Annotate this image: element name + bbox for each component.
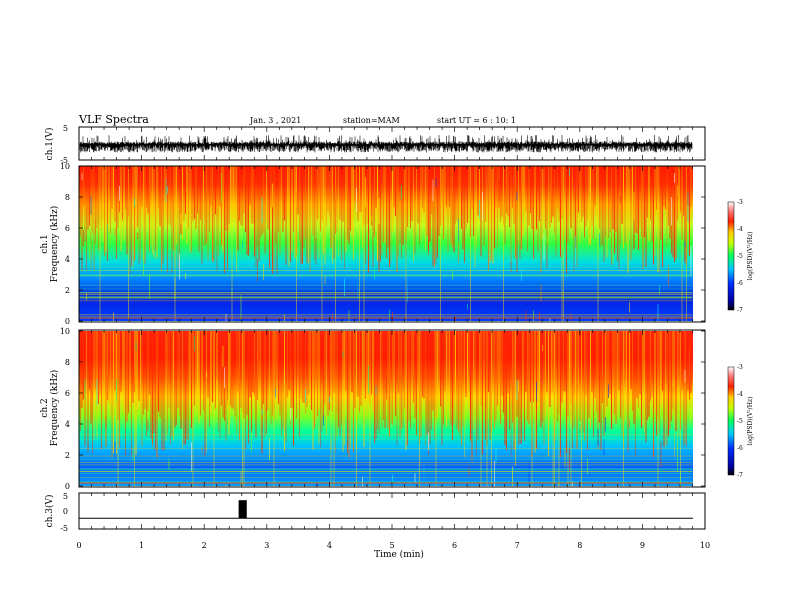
x-tick-label: 0: [76, 541, 81, 550]
y-tick-label: 0: [65, 317, 70, 326]
x-tick-label: 3: [264, 541, 269, 550]
colorbar-tick-label: -5: [737, 253, 743, 260]
x-tick-label: 5: [389, 541, 394, 550]
x-tick-label: 7: [515, 541, 520, 550]
x-axis-label: Time (min): [374, 549, 424, 560]
colorbar-tick-label: -4: [737, 226, 743, 233]
y-tick-label: 4: [65, 255, 70, 264]
ch1-waveform-trace: [79, 134, 693, 153]
ch3-ytick-top: 5: [63, 492, 68, 501]
ch2-spectrogram-yticklabels: 0 2 4 6 8 10: [60, 327, 705, 491]
y-tick-label: 8: [65, 358, 70, 367]
x-tick-label: 1: [139, 541, 144, 550]
ch3-frame: [78, 492, 706, 530]
x-tick-label: 9: [640, 541, 645, 550]
x-tick-label: 10: [700, 541, 710, 550]
ch1-colorbar-label: log(PSD)(V²/Hz): [747, 232, 754, 281]
colorbar-tick-label: -3: [737, 199, 743, 206]
ch3-ytick-bottom: -5: [60, 524, 68, 533]
ch1-colorbar: -3 -4 -5 -6 -7 log(PSD)(V²/Hz): [727, 199, 754, 314]
ch2-colorbar: -3 -4 -5 -6 -7 log(PSD)(V²/Hz): [727, 364, 754, 479]
ch1-ytick-top: 5: [63, 124, 68, 133]
ch2-colorbar-label: log(PSD)(V²/Hz): [747, 397, 754, 446]
ch2-spectrogram-ticks: [78, 330, 706, 487]
y-tick-label: 8: [65, 193, 70, 202]
header-station: station=MAM: [343, 116, 400, 125]
y-tick-label: 10: [60, 327, 70, 336]
ch1-spectrogram-ticks: [78, 166, 706, 322]
ch2-colorbar-gradient: [727, 366, 735, 476]
y-tick-label: 4: [65, 420, 70, 429]
header-date: Jan. 3 , 2021: [249, 116, 301, 125]
x-tick-label: 8: [577, 541, 582, 550]
ch3-pulse-mark: [238, 500, 247, 519]
ch2-spectrogram-ylabel: Frequency (kHz): [49, 370, 60, 447]
ch1-waveform-ticks: [78, 127, 706, 160]
y-tick-label: 2: [65, 451, 70, 460]
colorbar-tick-label: -7: [737, 472, 743, 479]
ch2-colorbar-ticklabels: -3 -4 -5 -6 -7: [737, 364, 743, 479]
x-axis-ticklabels: 0 1 2 3 4 5 6 7 8 9 10: [76, 541, 710, 550]
ch1-spectrogram-yticklabels: 0 2 4 6 8 10: [60, 162, 705, 326]
x-tick-label: 6: [452, 541, 457, 550]
x-tick-label: 2: [202, 541, 207, 550]
colorbar-tick-label: -6: [737, 280, 743, 287]
ch3-ticks: [78, 493, 706, 529]
ch2-spectrogram-channel-label: ch.2: [40, 398, 50, 417]
ch1-waveform-ylabel: ch.1(V): [44, 128, 55, 161]
ch1-spectrogram-streaks: [79, 166, 692, 321]
ch1-spectrogram-lines: [79, 266, 693, 319]
colorbar-tick-label: -6: [737, 445, 743, 452]
y-tick-label: 6: [65, 224, 70, 233]
y-tick-label: 10: [60, 162, 70, 171]
ch1-spectrogram-ylabel: Frequency (kHz): [49, 206, 60, 283]
ch1-waveform-panel: 5 -5 ch.1(V): [44, 124, 706, 165]
y-tick-label: 0: [65, 482, 70, 491]
ch3-ytick-mid: 0: [63, 507, 68, 516]
x-tick-label: 4: [327, 541, 332, 550]
y-tick-label: 6: [65, 389, 70, 398]
ch3-ylabel: ch.3(V): [44, 495, 55, 528]
ch1-colorbar-ticklabels: -3 -4 -5 -6 -7: [737, 199, 743, 314]
ch2-spectrogram-streaks: [79, 331, 692, 486]
ch3-panel: 5 0 -5 ch.3(V): [44, 492, 706, 533]
figure-title: VLF Spectra: [78, 113, 149, 126]
colorbar-tick-label: -3: [737, 364, 743, 371]
ch1-spectrogram-channel-label: ch.1: [40, 234, 50, 253]
ch1-ytick-bottom: -5: [60, 156, 68, 165]
colorbar-tick-label: -5: [737, 418, 743, 425]
ch2-spectrogram-panel: 0 2 4 6 8 10 ch.2 Frequency (kHz): [40, 327, 706, 491]
header-start-time: start UT = 6 : 10: 1: [437, 116, 516, 125]
ch1-spectrogram-panel: 0 2 4 6 8 10 ch.1 Frequency (kHz): [40, 162, 706, 326]
ch2-spectrogram-lines: [79, 434, 693, 484]
ch1-colorbar-gradient: [727, 201, 735, 311]
colorbar-tick-label: -4: [737, 391, 743, 398]
y-tick-label: 2: [65, 286, 70, 295]
colorbar-tick-label: -7: [737, 307, 743, 314]
ch1-waveform-line: [79, 134, 693, 153]
